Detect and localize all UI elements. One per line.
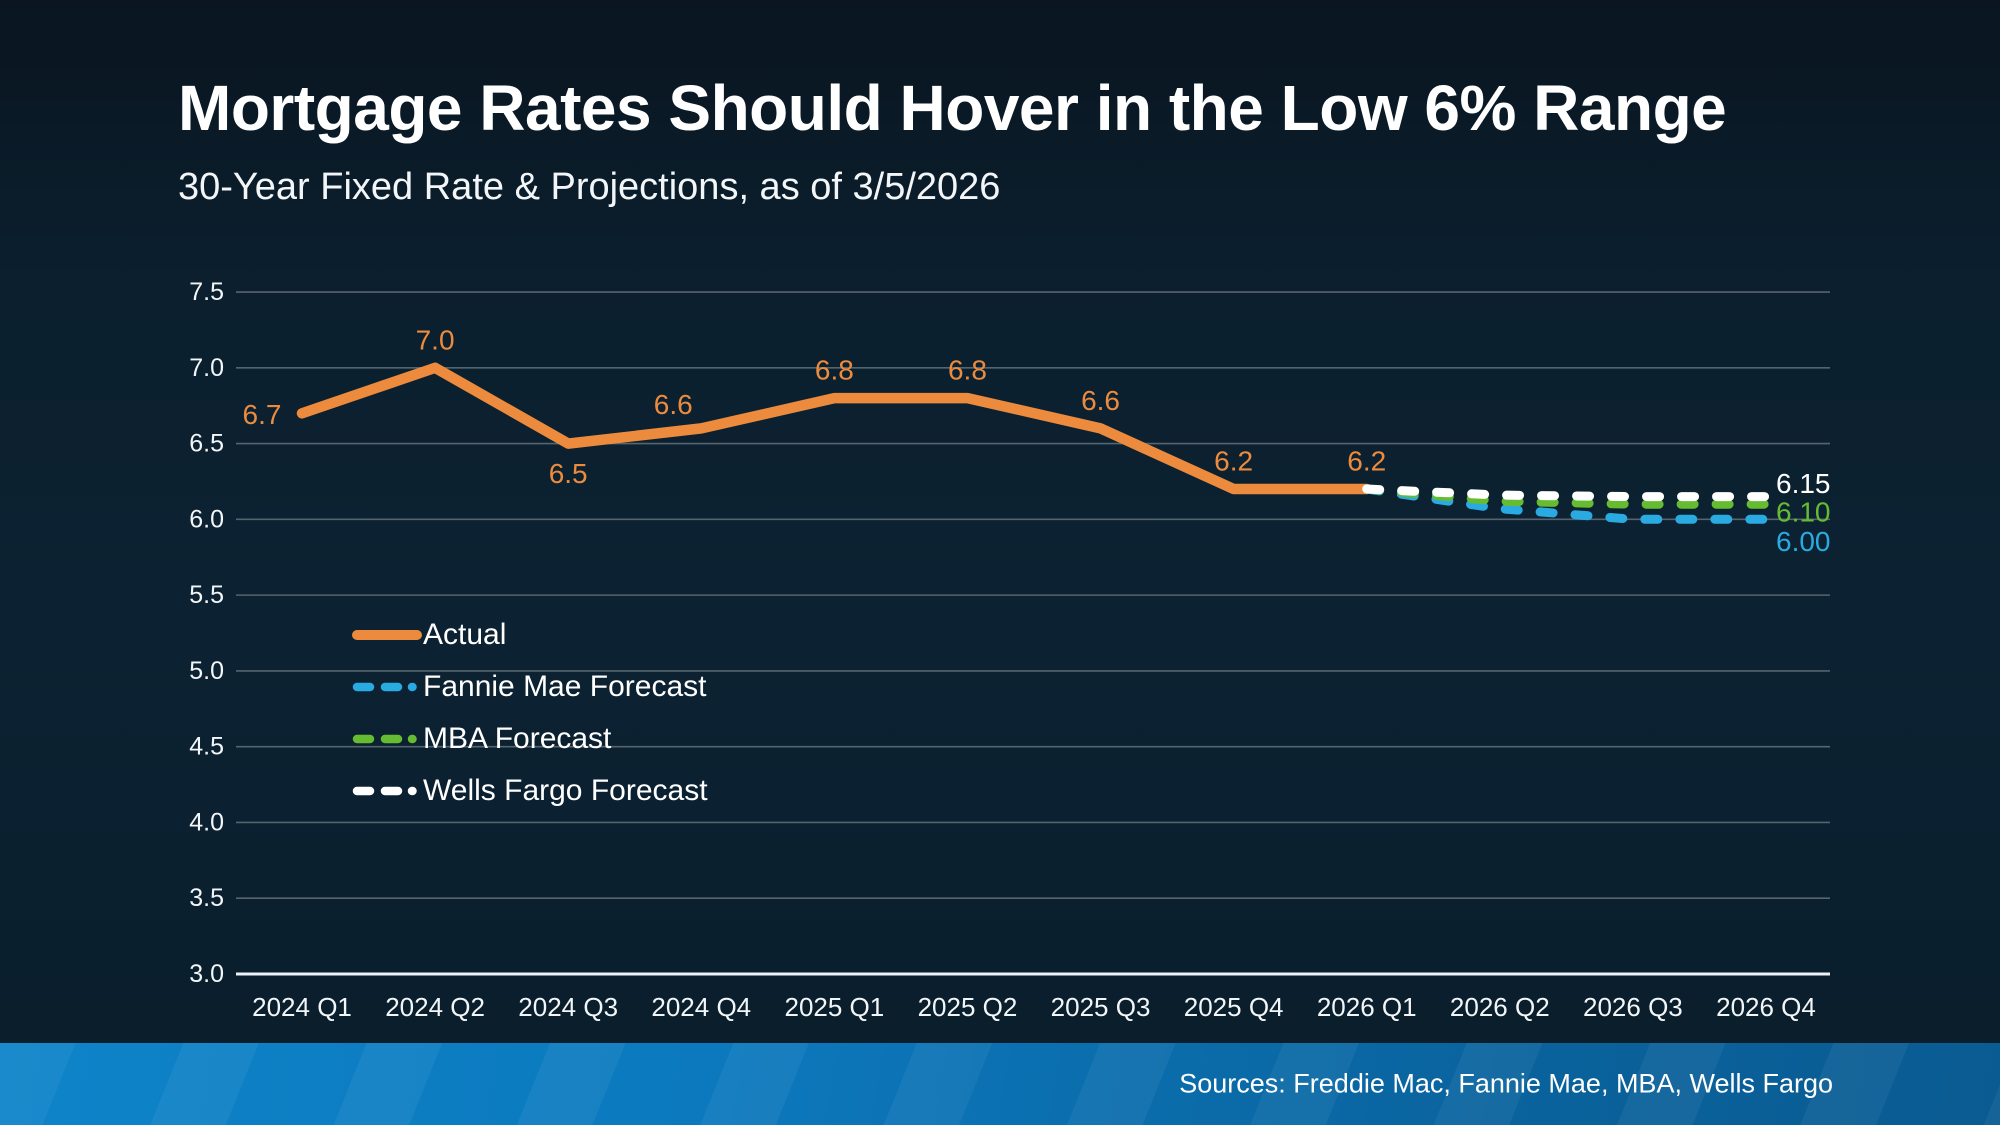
x-tick-label: 2024 Q3	[518, 992, 618, 1022]
x-tick-label: 2024 Q2	[385, 992, 485, 1022]
x-tick-label: 2026 Q2	[1450, 992, 1550, 1022]
data-label-actual: 6.6	[654, 389, 693, 420]
x-tick-label: 2024 Q4	[651, 992, 751, 1022]
legend-swatch-wells-fargo-forecast	[352, 786, 422, 796]
legend-label-actual: Actual	[423, 618, 507, 651]
legend-swatch-mba-forecast	[352, 734, 422, 744]
data-label-actual: 6.2	[1347, 446, 1386, 477]
legend-label-fannie-mae-forecast: Fannie Mae Forecast	[423, 670, 707, 703]
end-label-fannie-mae-forecast: 6.00	[1776, 526, 1831, 557]
series-line-fannie-mae-forecast	[1362, 484, 1771, 524]
sources-text: Sources: Freddie Mac, Fannie Mae, MBA, W…	[1179, 1068, 1833, 1099]
x-tick-label: 2025 Q1	[784, 992, 884, 1022]
x-tick-label: 2025 Q4	[1184, 992, 1284, 1022]
legend-swatch-actual	[352, 630, 422, 640]
legend-item-actual: Actual	[352, 613, 506, 657]
footer-band: Sources: Freddie Mac, Fannie Mae, MBA, W…	[0, 1043, 2000, 1125]
data-label-actual: 6.6	[1081, 385, 1120, 416]
x-tick-label: 2026 Q1	[1317, 992, 1417, 1022]
series-line-actual	[296, 362, 1372, 495]
end-label-wells-fargo-forecast: 6.15	[1776, 468, 1831, 499]
y-tick-label: 4.0	[189, 808, 224, 836]
page-subtitle: 30-Year Fixed Rate & Projections, as of …	[178, 166, 1001, 208]
x-tick-label: 2026 Q3	[1583, 992, 1683, 1022]
y-tick-label: 4.5	[189, 733, 224, 761]
data-label-actual: 7.0	[416, 324, 455, 355]
data-label-actual: 6.7	[243, 399, 282, 430]
y-tick-label: 5.5	[189, 581, 224, 609]
legend-label-wells-fargo-forecast: Wells Fargo Forecast	[423, 774, 708, 807]
data-label-actual: 6.8	[815, 355, 854, 386]
legend-item-fannie-mae-forecast: Fannie Mae Forecast	[352, 665, 706, 709]
data-label-actual: 6.8	[948, 355, 987, 386]
y-tick-label: 5.0	[189, 657, 224, 685]
legend-item-wells-fargo-forecast: Wells Fargo Forecast	[352, 769, 708, 813]
x-tick-label: 2024 Q1	[252, 992, 352, 1022]
x-tick-label: 2025 Q3	[1051, 992, 1151, 1022]
y-tick-label: 7.0	[189, 354, 224, 382]
y-tick-label: 7.5	[189, 278, 224, 306]
end-label-mba-forecast: 6.10	[1776, 497, 1831, 528]
data-label-actual: 6.5	[549, 458, 588, 489]
legend-swatch-fannie-mae-forecast	[352, 682, 422, 692]
footer-stripes-decoration	[0, 1043, 2000, 1125]
y-tick-label: 6.0	[189, 505, 224, 533]
y-tick-label: 3.0	[189, 960, 224, 988]
series-line-mba-forecast	[1362, 484, 1771, 509]
page-title: Mortgage Rates Should Hover in the Low 6…	[178, 72, 1727, 144]
y-tick-label: 6.5	[189, 430, 224, 458]
series-line-wells-fargo-forecast	[1362, 484, 1771, 502]
x-tick-label: 2026 Q4	[1716, 992, 1816, 1022]
x-tick-label: 2025 Q2	[918, 992, 1018, 1022]
y-tick-label: 3.5	[189, 884, 224, 912]
legend-label-mba-forecast: MBA Forecast	[423, 722, 612, 755]
legend-item-mba-forecast: MBA Forecast	[352, 717, 611, 761]
data-label-actual: 6.2	[1214, 446, 1253, 477]
